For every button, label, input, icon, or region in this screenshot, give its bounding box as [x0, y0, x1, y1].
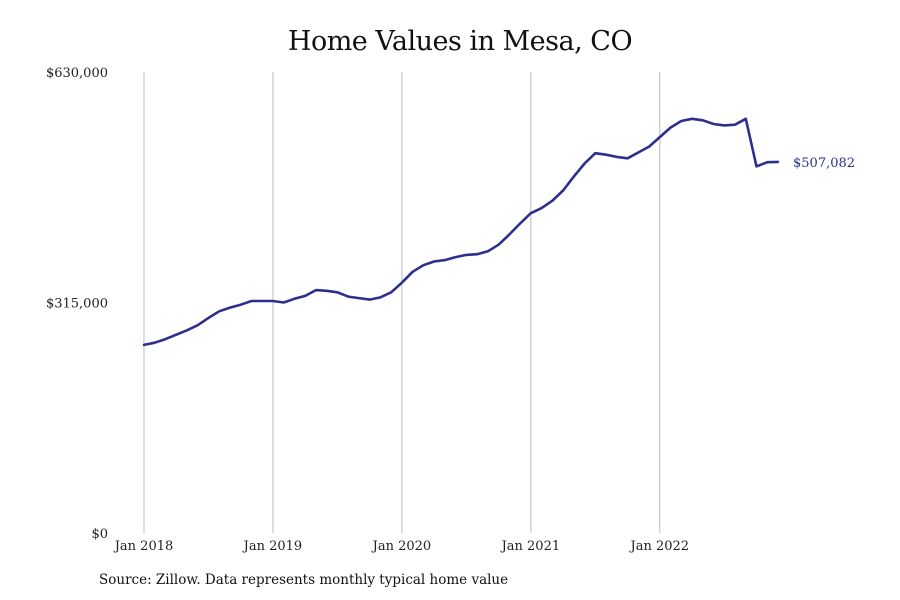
y-tick-label: $0: [91, 527, 108, 542]
x-tick-label: Jan 2018: [113, 539, 174, 554]
chart-title: Home Values in Mesa, CO: [287, 26, 633, 57]
x-tick-label: Jan 2022: [629, 539, 690, 554]
y-tick-label: $315,000: [46, 297, 108, 312]
x-tick-label: Jan 2019: [242, 539, 303, 554]
series-line: [142, 117, 780, 347]
source-note: Source: Zillow. Data represents monthly …: [99, 572, 509, 588]
x-tick-label: Jan 2021: [500, 539, 561, 554]
end-value-label: $507,082: [793, 156, 855, 171]
y-tick-label: $630,000: [46, 66, 108, 81]
x-tick-label: Jan 2020: [371, 539, 432, 554]
